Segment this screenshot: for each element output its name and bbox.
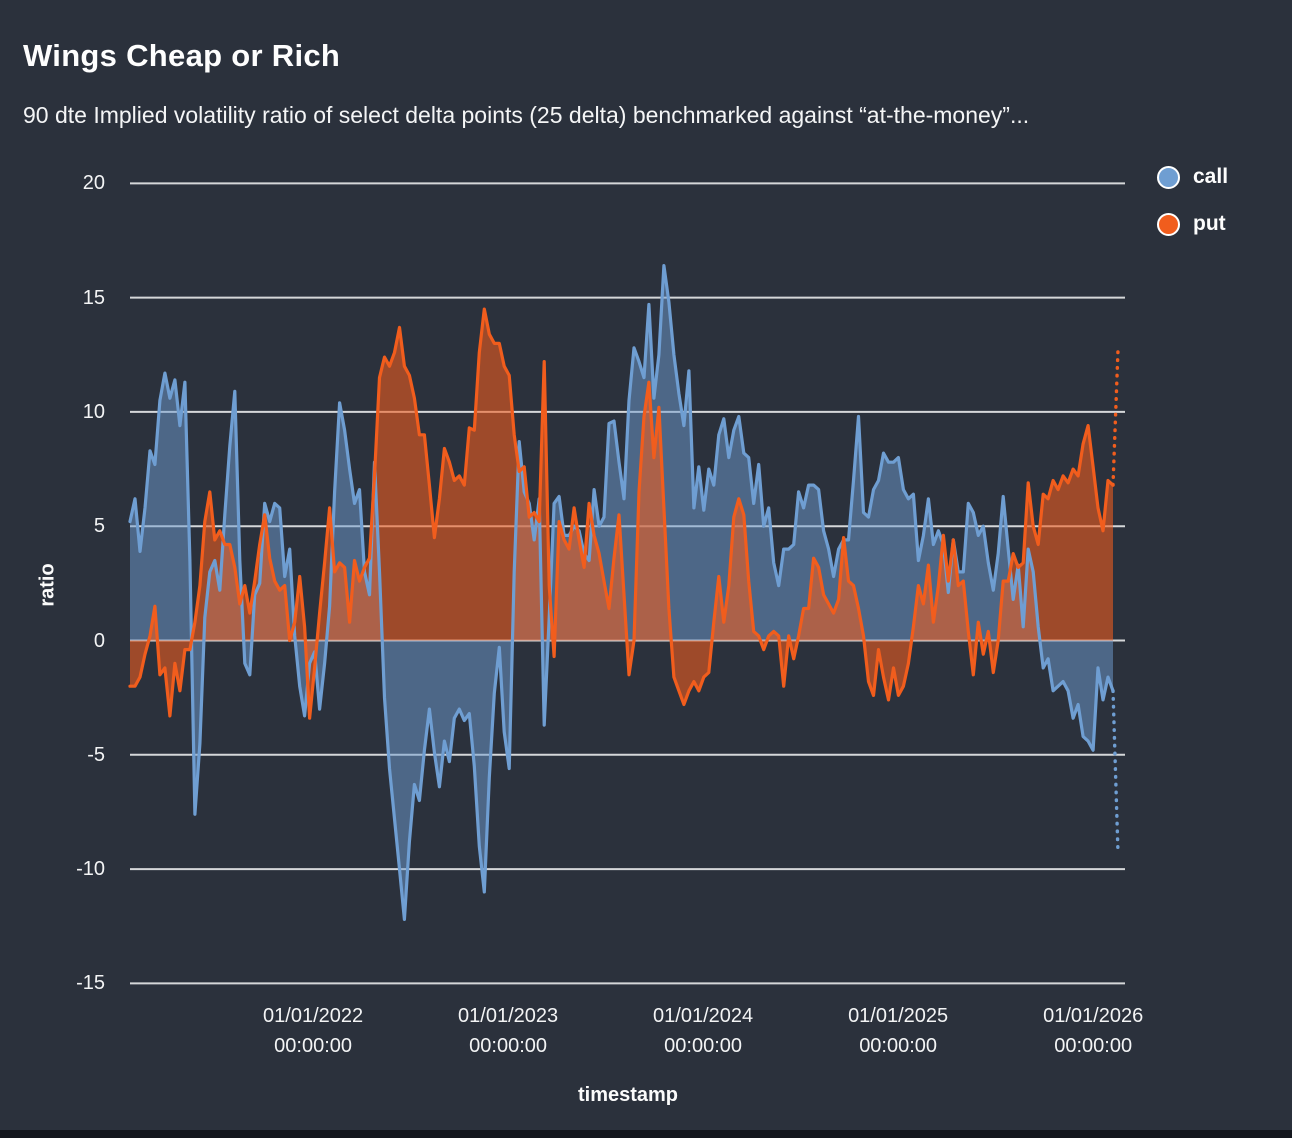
x-tick-label: 01/01/2025 00:00:00 <box>848 1005 949 1057</box>
legend-item-put[interactable]: put <box>1157 209 1228 239</box>
y-tick-label: 10 <box>82 400 105 423</box>
chart-subtitle: 90 dte Implied volatility ratio of selec… <box>23 102 1030 128</box>
legend: call put <box>1157 162 1228 256</box>
y-tick-label: 0 <box>93 629 105 652</box>
put-series-line[interactable] <box>128 307 1115 720</box>
put-series-marker-icon <box>1157 212 1180 236</box>
legend-label-call: call <box>1193 165 1229 188</box>
y-tick-label: -15 <box>76 972 105 995</box>
call-series-line-end-dotted <box>1111 689 1120 855</box>
x-tick-label: 01/01/2023 00:00:00 <box>458 1005 559 1057</box>
x-tick-label: 01/01/2024 00:00:00 <box>653 1005 754 1057</box>
call-series-marker-icon <box>1157 165 1180 189</box>
y-tick-label: -10 <box>76 858 105 881</box>
put-series-line-end-dotted <box>1111 348 1120 487</box>
y-tick-label: 5 <box>93 515 105 538</box>
y-tick-label: -5 <box>87 743 105 766</box>
x-axis-title: timestamp <box>577 1084 679 1106</box>
legend-item-call[interactable]: call <box>1157 162 1228 192</box>
legend-label-put: put <box>1193 212 1226 235</box>
x-tick-label: 01/01/2026 00:00:00 <box>1043 1005 1144 1057</box>
y-tick-label: 20 <box>82 172 105 195</box>
chart-title: Wings Cheap or Rich <box>23 38 341 73</box>
y-tick-label: 15 <box>82 286 105 309</box>
bottom-window-edge <box>0 1130 1292 1138</box>
put-series-area <box>130 309 1113 719</box>
x-tick-label: 01/01/2022 00:00:00 <box>263 1005 364 1057</box>
